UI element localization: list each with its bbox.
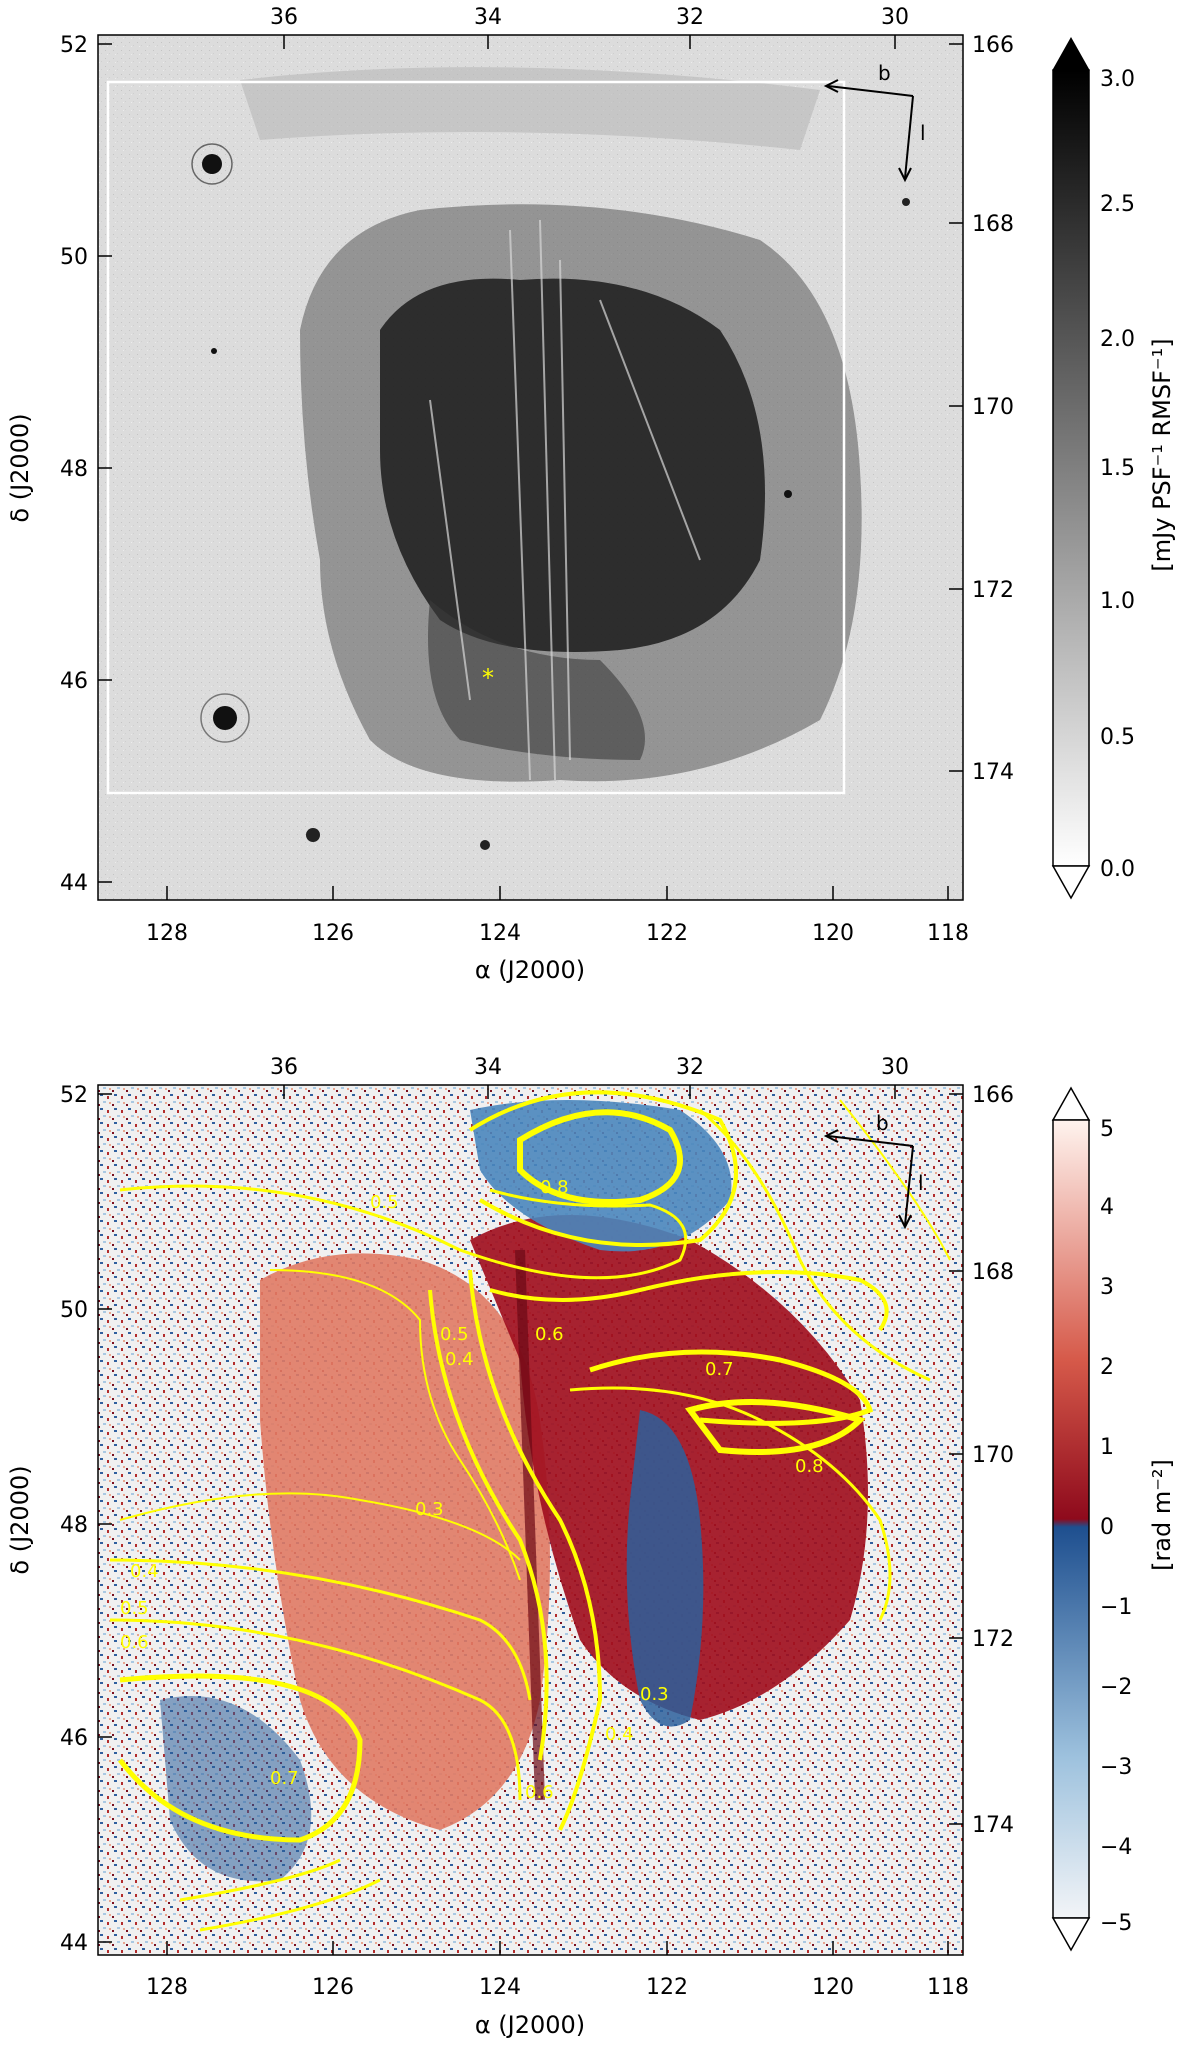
top-ticks <box>98 35 963 900</box>
bot-yr-tick-0: 166 <box>972 1083 1014 1108</box>
bot-cbar-tick-0: 5 <box>1100 1117 1114 1142</box>
top-x-tick-2: 124 <box>479 921 521 946</box>
contour-label-7: 0.3 <box>415 1499 444 1520</box>
top-x-tick-0: 128 <box>146 921 188 946</box>
top-cbar-tick-2: 2.0 <box>1100 327 1135 352</box>
bot-x-tick-0: 128 <box>146 1975 188 2000</box>
top-colorbar <box>1051 36 1091 900</box>
bot-xtop-tick-3: 30 <box>881 1055 909 1080</box>
bot-xtop-tick-2: 32 <box>676 1055 704 1080</box>
top-x-tick-5: 118 <box>927 921 969 946</box>
bot-cbar-tick-7: −2 <box>1100 1675 1132 1700</box>
contour-label-6: 0.8 <box>795 1456 824 1477</box>
contour-label-14: 0.6 <box>525 1782 554 1803</box>
contour-label-4: 0.4 <box>445 1349 474 1370</box>
bot-cbar-tick-8: −3 <box>1100 1755 1132 1780</box>
bot-cbar-label: [rad m⁻²] <box>1148 1459 1176 1571</box>
contour-label-12: 0.4 <box>605 1724 634 1745</box>
bot-yr-tick-2: 170 <box>972 1443 1014 1468</box>
contour-label-3: 0.5 <box>440 1324 469 1345</box>
bot-ylabel: δ (J2000) <box>6 1465 34 1574</box>
contour-label-10: 0.6 <box>120 1632 149 1653</box>
bottom-plot-frame <box>97 1084 964 1956</box>
bot-y-tick-0: 52 <box>60 1083 88 1108</box>
top-yr-tick-4: 174 <box>972 760 1014 785</box>
top-cbar-tick-0: 3.0 <box>1100 67 1135 92</box>
top-cbar-label: [mJy PSF⁻¹ RMSF⁻¹] <box>1148 338 1176 571</box>
top-yr-tick-2: 170 <box>972 395 1014 420</box>
top-cbar-tick-3: 1.5 <box>1100 456 1135 481</box>
bot-yr-tick-4: 174 <box>972 1813 1014 1838</box>
bottom-ticks <box>98 1085 963 1955</box>
top-yr-tick-3: 172 <box>972 578 1014 603</box>
top-x-tick-3: 122 <box>646 921 688 946</box>
contour-label-13: 0.3 <box>640 1684 669 1705</box>
top-x-tick-4: 120 <box>812 921 854 946</box>
arrow-label-b: b <box>878 61 891 85</box>
bottom-panel: 0.5 0.8 0.6 0.5 0.4 0.7 0.8 0.3 0.4 0.5 … <box>6 1055 1176 2039</box>
bottom-image: 0.5 0.8 0.6 0.5 0.4 0.7 0.8 0.3 0.4 0.5 … <box>98 1085 963 1955</box>
bot-cbar-tick-9: −4 <box>1100 1835 1132 1860</box>
top-cbar-tick-4: 1.0 <box>1100 589 1135 614</box>
bot-cbar-tick-10: −5 <box>1100 1911 1132 1936</box>
top-y-tick-0: 52 <box>60 33 88 58</box>
bot-cbar-tick-3: 2 <box>1100 1355 1114 1380</box>
top-x-tick-1: 126 <box>312 921 354 946</box>
bot-xtop-tick-1: 34 <box>474 1055 502 1080</box>
bot-x-tick-5: 118 <box>927 1975 969 2000</box>
bot-x-tick-1: 126 <box>312 1975 354 2000</box>
bot-y-tick-1: 50 <box>60 1298 88 1323</box>
source-marker: * <box>482 664 494 692</box>
top-cbar-tick-1: 2.5 <box>1100 192 1135 217</box>
bot-cbar-tick-5: 0 <box>1100 1515 1114 1540</box>
top-xtop-tick-1: 34 <box>474 5 502 30</box>
arrow-label-l: l <box>920 121 926 145</box>
top-cbar-tick-5: 0.5 <box>1100 725 1135 750</box>
bot-xlabel: α (J2000) <box>475 2011 585 2039</box>
bot-cbar-tick-6: −1 <box>1100 1595 1132 1620</box>
bot-x-tick-4: 120 <box>812 1975 854 2000</box>
bot-cbar-tick-2: 3 <box>1100 1275 1114 1300</box>
arrow-label-l-bottom: l <box>918 1171 924 1195</box>
top-yr-tick-1: 168 <box>972 212 1014 237</box>
bottom-colorbar <box>1051 1086 1091 1952</box>
galactic-arrows <box>823 79 914 183</box>
contour-label-2: 0.6 <box>535 1324 564 1345</box>
top-y-tick-2: 48 <box>60 457 88 482</box>
top-xtop-tick-2: 32 <box>676 5 704 30</box>
top-xlabel: α (J2000) <box>475 956 585 984</box>
bot-yr-tick-3: 172 <box>972 1627 1014 1652</box>
contour-label-1: 0.8 <box>540 1177 569 1198</box>
bot-cbar-tick-4: 1 <box>1100 1435 1114 1460</box>
top-xtop-tick-3: 30 <box>881 5 909 30</box>
galactic-arrows-bottom <box>823 1129 914 1230</box>
top-cbar-tick-6: 0.0 <box>1100 857 1135 882</box>
top-image <box>98 35 963 900</box>
contour-label-0: 0.5 <box>370 1192 399 1213</box>
bot-cbar-tick-1: 4 <box>1100 1195 1114 1220</box>
bot-yr-tick-1: 168 <box>972 1260 1014 1285</box>
top-xtop-tick-0: 36 <box>270 5 298 30</box>
contour-label-8: 0.4 <box>130 1561 159 1582</box>
top-ylabel: δ (J2000) <box>6 413 34 522</box>
bot-x-tick-2: 124 <box>479 1975 521 2000</box>
bot-y-tick-2: 48 <box>60 1513 88 1538</box>
top-y-tick-4: 44 <box>60 871 88 896</box>
top-panel: * b l 128 126 124 122 120 118 36 34 32 3… <box>6 5 1176 984</box>
top-y-tick-3: 46 <box>60 669 88 694</box>
region-box <box>106 80 846 795</box>
arrow-label-b-bottom: b <box>876 1111 889 1135</box>
bot-y-tick-3: 46 <box>60 1726 88 1751</box>
top-y-tick-1: 50 <box>60 245 88 270</box>
contour-label-11: 0.7 <box>270 1768 299 1789</box>
top-yr-tick-0: 166 <box>972 33 1014 58</box>
bot-xtop-tick-0: 36 <box>270 1055 298 1080</box>
contour-label-5: 0.7 <box>705 1359 734 1380</box>
contour-label-9: 0.5 <box>120 1598 149 1619</box>
bot-y-tick-4: 44 <box>60 1931 88 1956</box>
bot-x-tick-3: 122 <box>646 1975 688 2000</box>
